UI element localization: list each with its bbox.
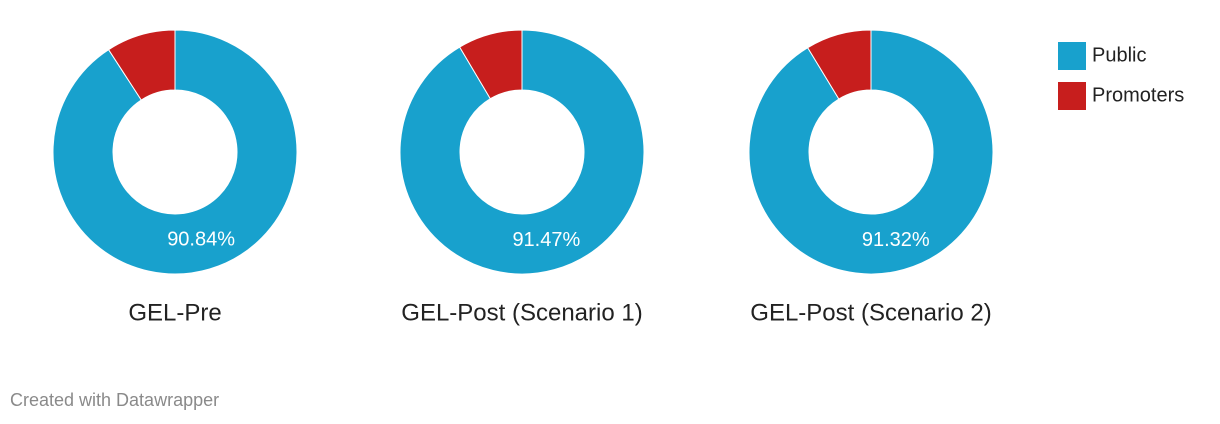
donut-slice <box>459 29 523 100</box>
footer: Created with Datawrapper <box>10 390 219 410</box>
value-label: 90.84% <box>167 228 235 250</box>
value-label: 91.47% <box>512 229 580 251</box>
legend-label: Public <box>1092 44 1146 66</box>
donut-title: GEL-Post (Scenario 2) <box>750 299 991 326</box>
donut-slice <box>399 29 645 275</box>
legend-swatch <box>1058 42 1086 70</box>
donut-slice <box>52 29 298 275</box>
legend-label: Promoters <box>1092 84 1184 106</box>
donut-slice <box>107 29 176 101</box>
value-label: 91.32% <box>862 229 930 251</box>
legend-swatch <box>1058 82 1086 110</box>
donut-slice <box>748 29 994 275</box>
donut-title: GEL-Post (Scenario 1) <box>401 299 642 326</box>
donut-slice <box>807 29 872 100</box>
donut-title: GEL-Pre <box>128 299 221 326</box>
